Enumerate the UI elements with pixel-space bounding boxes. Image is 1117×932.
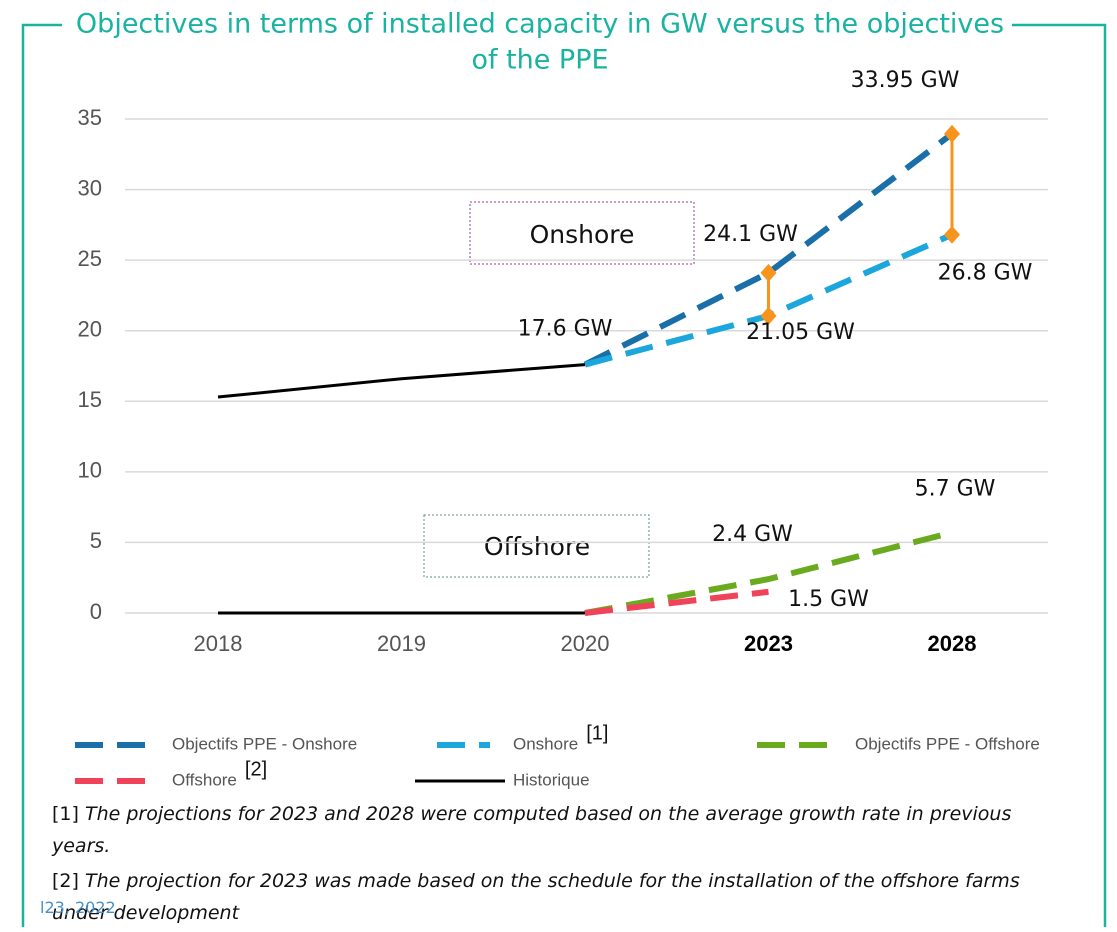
chart-title: of the PPE [471, 45, 608, 76]
range-marker [944, 124, 960, 143]
y-tick-label: 25 [78, 246, 102, 271]
annotation: Onshore [530, 220, 635, 249]
frame [21, 23, 1107, 927]
line [584, 588, 769, 616]
footnote-marker: [2] [245, 758, 267, 780]
legend-label: Historique [513, 770, 590, 789]
footnote-marker: [1] [586, 722, 608, 744]
note-text: The projections for 2023 and 2028 were c… [52, 803, 1012, 857]
x-tick-label: 2018 [194, 631, 243, 656]
data-label: 5.7 GW [915, 477, 996, 502]
chart-title: Objectives in terms of installed capacit… [76, 9, 1004, 40]
data-label: 21.05 GW [746, 320, 855, 345]
legend-label: Offshore [172, 770, 237, 789]
y-tick-label: 5 [90, 528, 102, 553]
data-label: 1.5 GW [788, 587, 869, 612]
range-marker [760, 263, 777, 282]
y-tick-label: 35 [78, 105, 102, 130]
x-tick-label: 2019 [377, 631, 426, 656]
x-tick-label: 2020 [561, 631, 610, 656]
line [584, 529, 953, 616]
line [583, 131, 954, 368]
annotation-box [469, 201, 695, 265]
range-marker [944, 225, 960, 244]
y-tick-label: 30 [78, 175, 102, 200]
x-tick-label: 2023 [744, 631, 793, 656]
notes: [1] The projections for 2023 and 2028 we… [52, 798, 1042, 932]
data-label: 24.1 GW [703, 222, 798, 247]
y-tick-label: 15 [78, 387, 102, 412]
range-marker [760, 306, 777, 325]
y-tick-label: 0 [90, 599, 102, 624]
annotation: Offshore [484, 532, 590, 561]
legend-label: Objectifs PPE - Onshore [172, 734, 357, 753]
note: [1] The projections for 2023 and 2028 we… [52, 798, 1042, 862]
line [217, 363, 586, 399]
data-label: 17.6 GW [518, 317, 613, 342]
note-text: The projection for 2023 was made based o… [52, 870, 1020, 924]
legend-label: Objectifs PPE - Offshore [855, 734, 1040, 753]
note-marker: [2] [52, 870, 79, 892]
data-label: 33.95 GW [851, 68, 960, 93]
data-label: 26.8 GW [938, 261, 1033, 286]
data-label: 2.4 GW [712, 522, 793, 547]
note: [2] The projection for 2023 was made bas… [52, 865, 1042, 929]
legend-label: Onshore [513, 734, 578, 753]
y-tick-label: 20 [78, 317, 102, 342]
annotation-box [423, 514, 650, 578]
y-tick-label: 10 [78, 458, 102, 483]
footer: l23, 2022 [40, 898, 116, 917]
note-marker: [1] [52, 803, 79, 825]
x-tick-label: 2028 [928, 631, 977, 656]
